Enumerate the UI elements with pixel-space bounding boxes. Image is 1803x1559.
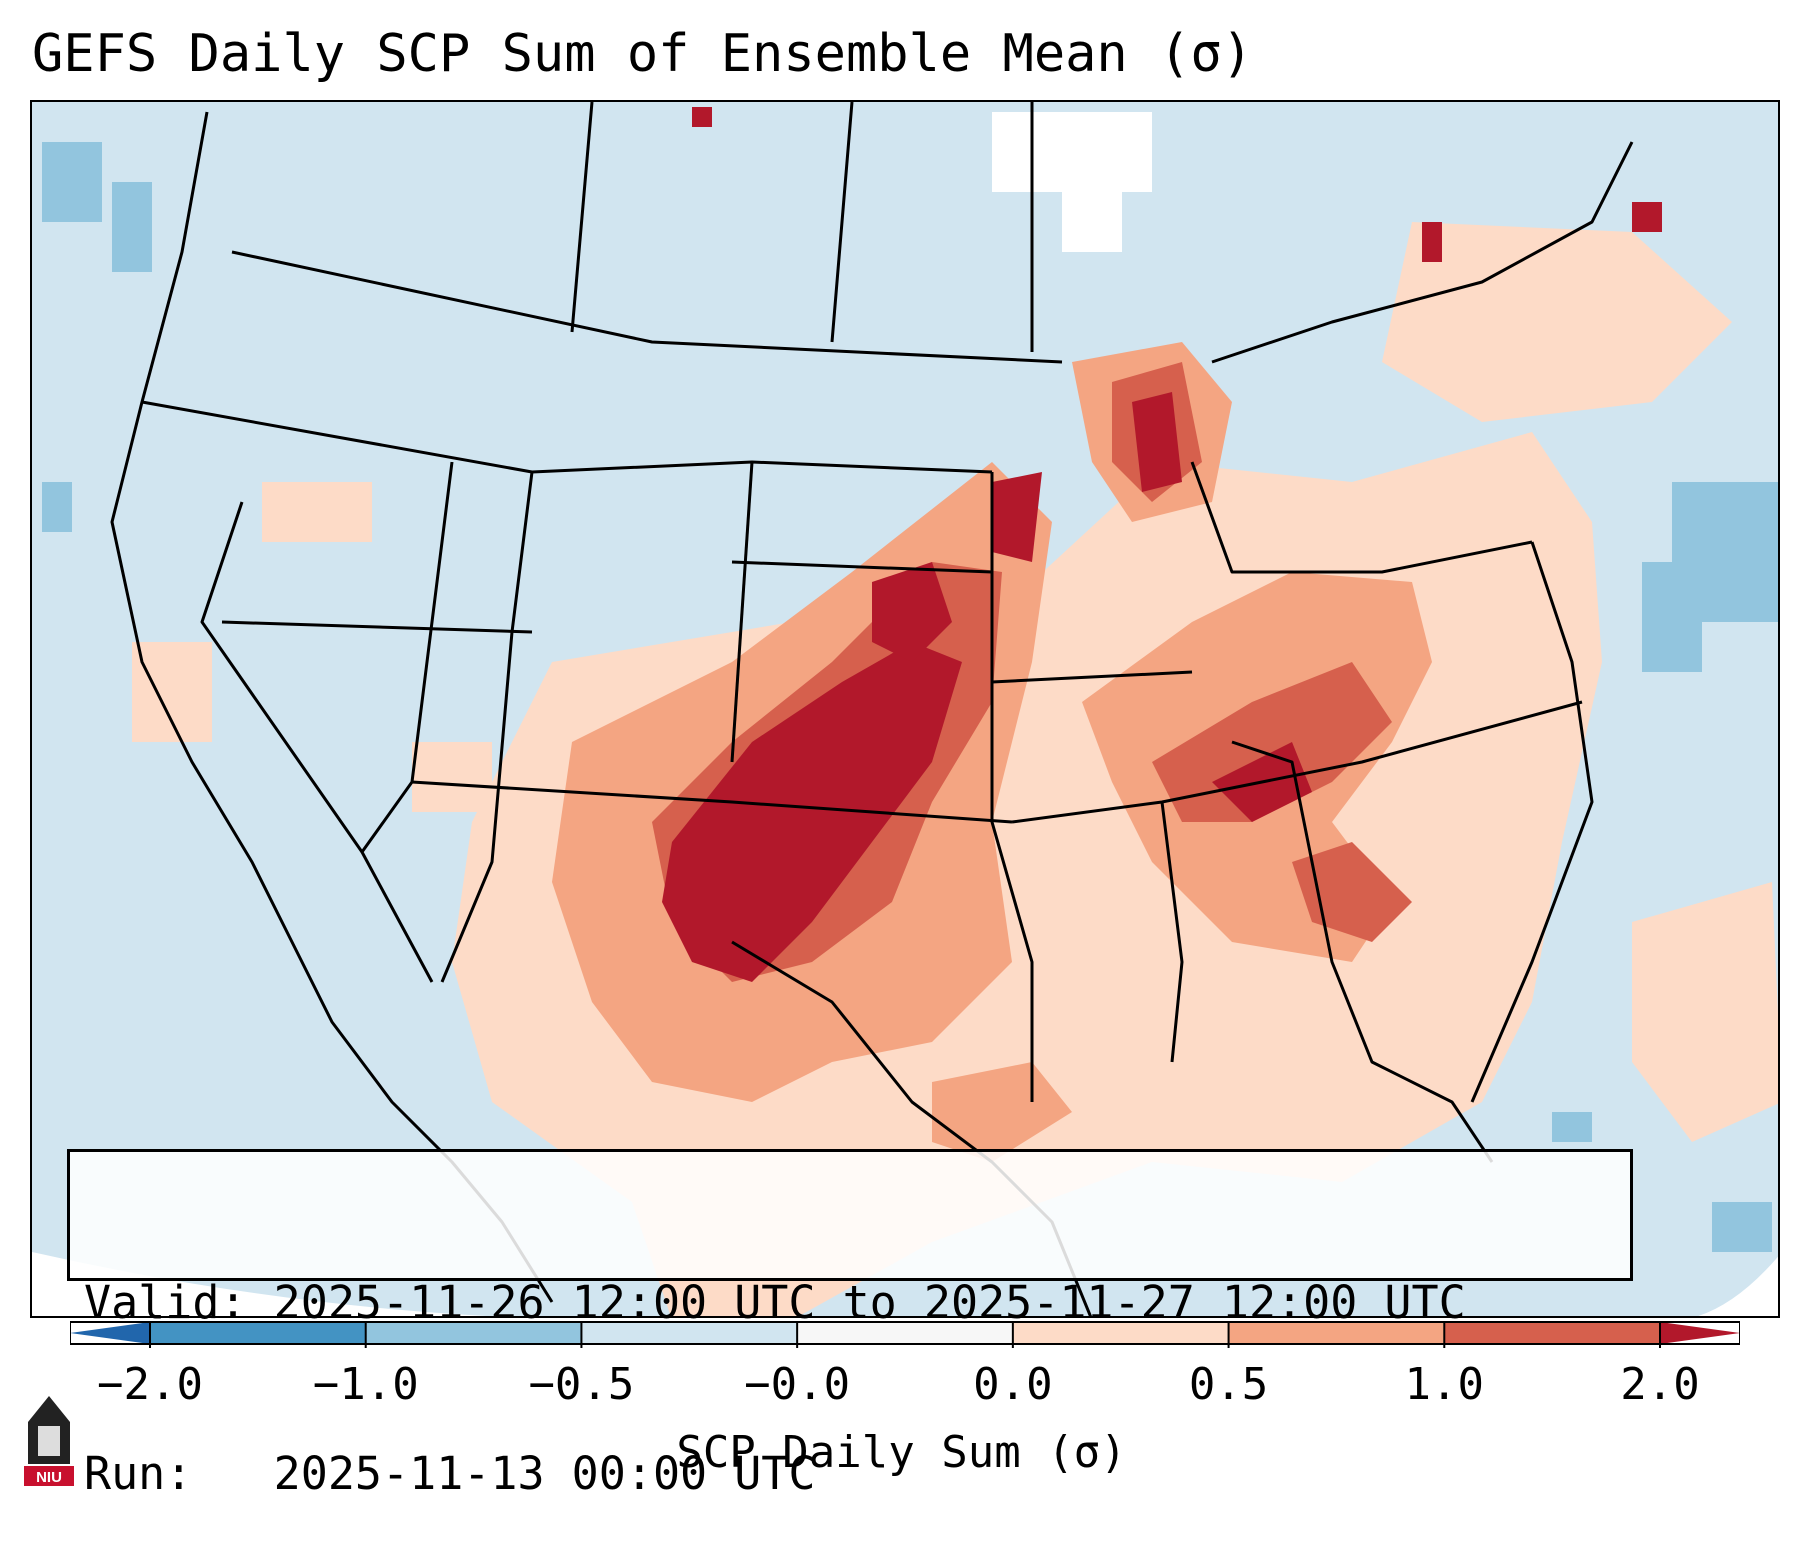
colorbar-extend-low bbox=[70, 1322, 150, 1344]
colorbar bbox=[70, 1321, 1740, 1348]
colorbar-segment bbox=[1444, 1322, 1661, 1344]
colorbar-segment bbox=[365, 1322, 582, 1344]
colorbar-segment bbox=[1228, 1322, 1445, 1344]
colorbar-tick-label: 2.0 bbox=[1620, 1359, 1700, 1410]
colorbar-segment bbox=[150, 1322, 367, 1344]
colorbar-extend-high bbox=[1660, 1322, 1740, 1344]
map-panel bbox=[30, 100, 1780, 1318]
colorbar-tick-label: −0.0 bbox=[744, 1359, 851, 1410]
colorbar-segment bbox=[1012, 1322, 1230, 1344]
projection-edge bbox=[1698, 1256, 1778, 1316]
run-time-text: Run: 2025-11-13 00:00 UTC bbox=[84, 1447, 816, 1500]
negative-anomaly-cells bbox=[42, 142, 1778, 1252]
colorbar-tick-label: 0.5 bbox=[1188, 1359, 1269, 1410]
projection-edge bbox=[32, 1252, 487, 1316]
colorbar-tick-label: 1.0 bbox=[1404, 1359, 1485, 1410]
colorbar-segment bbox=[797, 1322, 1014, 1344]
colorbar-tick-label: −0.5 bbox=[528, 1359, 635, 1410]
niu-logo: NIU bbox=[24, 1396, 74, 1486]
valid-time-text: Valid: 2025-11-26 12:00 UTC to 2025-11-2… bbox=[84, 1276, 1466, 1329]
valid-run-box: Valid: 2025-11-26 12:00 UTC to 2025-11-2… bbox=[67, 1149, 1633, 1500]
colorbar-tick-label: −1.0 bbox=[312, 1359, 419, 1410]
extreme-positive-cells bbox=[662, 107, 1662, 982]
neutral-cells bbox=[992, 112, 1152, 252]
colorbar-outline bbox=[70, 1321, 1740, 1345]
colorbar-tick-label: 0.0 bbox=[973, 1359, 1053, 1410]
chart-title: GEFS Daily SCP Sum of Ensemble Mean (σ) bbox=[32, 24, 1253, 84]
colorbar-tick-label: −2.0 bbox=[97, 1359, 203, 1410]
logo-text: NIU bbox=[36, 1469, 62, 1486]
colorbar-segments bbox=[150, 1322, 1661, 1344]
colorbar-segment bbox=[581, 1322, 798, 1344]
colorbar-label: SCP Daily Sum (σ) bbox=[676, 1427, 1127, 1478]
map-canvas bbox=[32, 102, 1778, 1316]
boundaries bbox=[110, 102, 1634, 1316]
